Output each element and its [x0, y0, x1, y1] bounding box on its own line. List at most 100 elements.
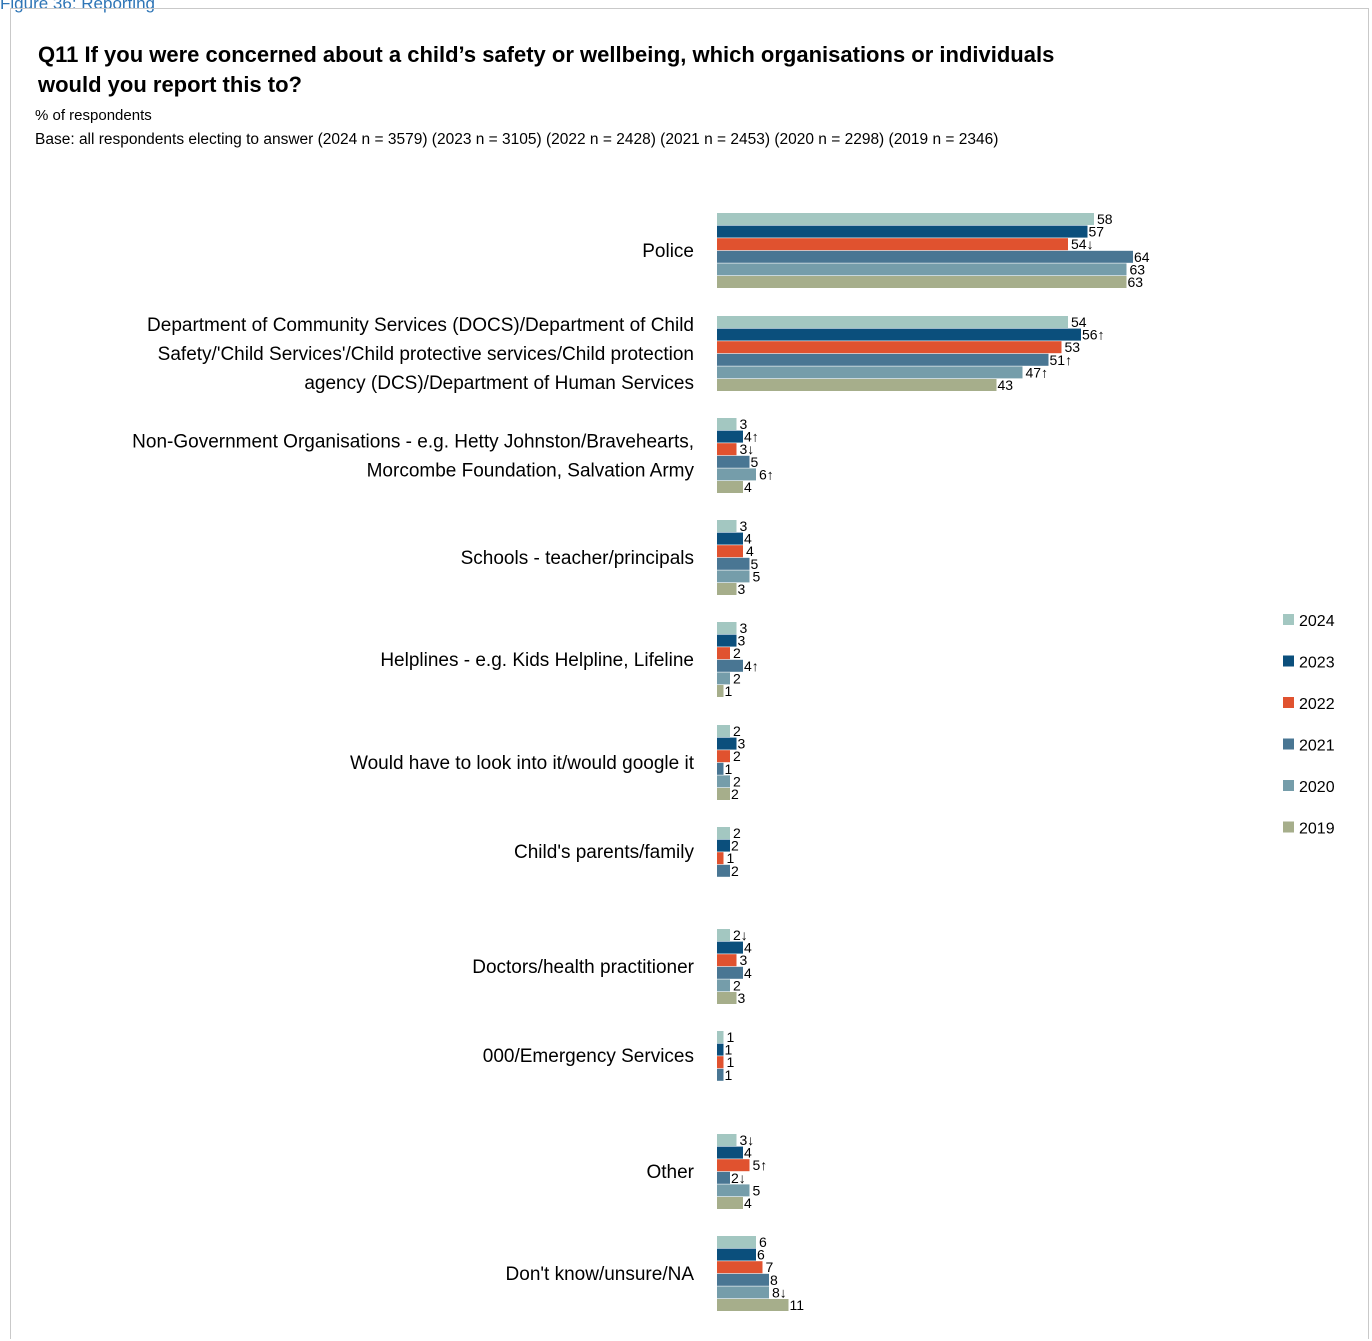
- bar: [717, 992, 737, 1004]
- data-label: 2: [733, 748, 741, 764]
- bar: [717, 685, 724, 697]
- data-label: 4: [744, 965, 752, 981]
- data-label: 3: [738, 736, 746, 752]
- base-note: Base: all respondents electing to answer…: [35, 131, 999, 148]
- bar: [717, 1068, 724, 1081]
- category-label: Helplines - e.g. Kids Helpline, Lifeline: [380, 650, 694, 671]
- bar: [717, 839, 730, 852]
- data-label: 3↓: [740, 1132, 755, 1148]
- data-label: 2: [731, 863, 739, 879]
- category-label: Department of Community Services (DOCS)/…: [147, 315, 694, 336]
- bar: [717, 622, 737, 634]
- bar: [717, 775, 730, 788]
- legend-swatch: [1283, 780, 1294, 791]
- data-label: 53: [1065, 339, 1081, 355]
- bar: [717, 1236, 756, 1248]
- data-label: 1: [727, 1029, 735, 1045]
- data-label: 58: [1097, 211, 1113, 227]
- data-label: 5: [751, 454, 759, 470]
- data-label: 1: [727, 850, 735, 866]
- bar: [717, 1273, 769, 1286]
- data-label: 2: [733, 773, 741, 789]
- bar: [717, 238, 1068, 251]
- data-label: 2: [733, 977, 741, 993]
- bar: [717, 532, 743, 545]
- bar: [717, 1146, 743, 1159]
- data-label: 1: [725, 1042, 733, 1058]
- data-label: 5: [753, 1182, 761, 1198]
- bar: [717, 966, 743, 979]
- legend-swatch: [1283, 821, 1294, 833]
- bar: [717, 520, 737, 532]
- bar: [717, 570, 750, 583]
- data-label: 2: [733, 825, 741, 841]
- category-label: Doctors/health practitioner: [472, 957, 694, 978]
- legend-label: 2024: [1299, 613, 1335, 630]
- data-label: 2: [733, 670, 741, 686]
- data-label: 4: [744, 479, 752, 495]
- chart-subtitle: % of respondents: [35, 107, 152, 124]
- data-label: 6: [757, 1247, 765, 1263]
- data-label: 3: [740, 518, 748, 534]
- bar: [717, 379, 997, 391]
- bar: [717, 1134, 737, 1146]
- data-label: 1: [725, 683, 733, 699]
- bar: [717, 864, 730, 877]
- bar: [717, 1043, 724, 1056]
- bar: [717, 672, 730, 685]
- data-label: 7: [766, 1259, 774, 1275]
- bar: [717, 353, 1049, 366]
- category-label: Safety/'Child Services'/Child protective…: [158, 344, 694, 365]
- bar: [717, 455, 750, 468]
- legend-swatch: [1283, 738, 1294, 750]
- data-label: 5↑: [753, 1157, 768, 1173]
- bar: [717, 979, 730, 992]
- legend-label: 2022: [1299, 696, 1335, 713]
- data-label: 43: [998, 377, 1014, 393]
- category-label: Would have to look into it/would google …: [350, 753, 695, 774]
- bar: [717, 762, 724, 775]
- figure-caption: Figure 36: Reporting: [0, 0, 155, 13]
- bar: [717, 481, 743, 493]
- data-label: 2: [733, 723, 741, 739]
- bar: [717, 366, 1023, 379]
- bar: [717, 468, 756, 481]
- data-label: 56↑: [1082, 327, 1105, 343]
- bar: [717, 1197, 743, 1209]
- data-label: 3↓: [740, 441, 755, 457]
- bar: [717, 852, 724, 865]
- data-label: 4↑: [744, 658, 759, 674]
- data-label: 4↑: [744, 429, 759, 445]
- data-label: 1: [725, 761, 733, 777]
- data-label: 3: [740, 952, 748, 968]
- bar: [717, 1184, 750, 1197]
- bar: [717, 788, 730, 800]
- data-label: 54: [1071, 314, 1087, 330]
- bar: [717, 1261, 763, 1274]
- bar: [717, 725, 730, 737]
- data-label: 3: [738, 990, 746, 1006]
- data-label: 2: [731, 838, 739, 854]
- bar: [717, 430, 743, 443]
- bar: [717, 941, 743, 954]
- data-label: 4: [746, 543, 754, 559]
- category-label: Child's parents/family: [514, 842, 694, 863]
- category-label: 000/Emergency Services: [483, 1046, 694, 1067]
- data-label: 6↑: [759, 466, 774, 482]
- legend-label: 2023: [1299, 655, 1335, 672]
- data-label: 54↓: [1071, 236, 1094, 252]
- bar: [717, 263, 1127, 276]
- category-label: agency (DCS)/Department of Human Service…: [304, 373, 694, 394]
- data-label: 1: [727, 1054, 735, 1070]
- bar: [717, 583, 737, 595]
- bar: [717, 737, 737, 750]
- category-label: Non-Government Organisations - e.g. Hett…: [132, 431, 694, 452]
- data-label: 3: [740, 416, 748, 432]
- data-label: 63: [1128, 274, 1144, 290]
- bar: [717, 1171, 730, 1184]
- data-label: 3: [740, 620, 748, 636]
- category-label: Schools - teacher/principals: [461, 548, 694, 569]
- bar: [717, 341, 1062, 354]
- bar: [717, 250, 1133, 263]
- data-label: 4: [744, 940, 752, 956]
